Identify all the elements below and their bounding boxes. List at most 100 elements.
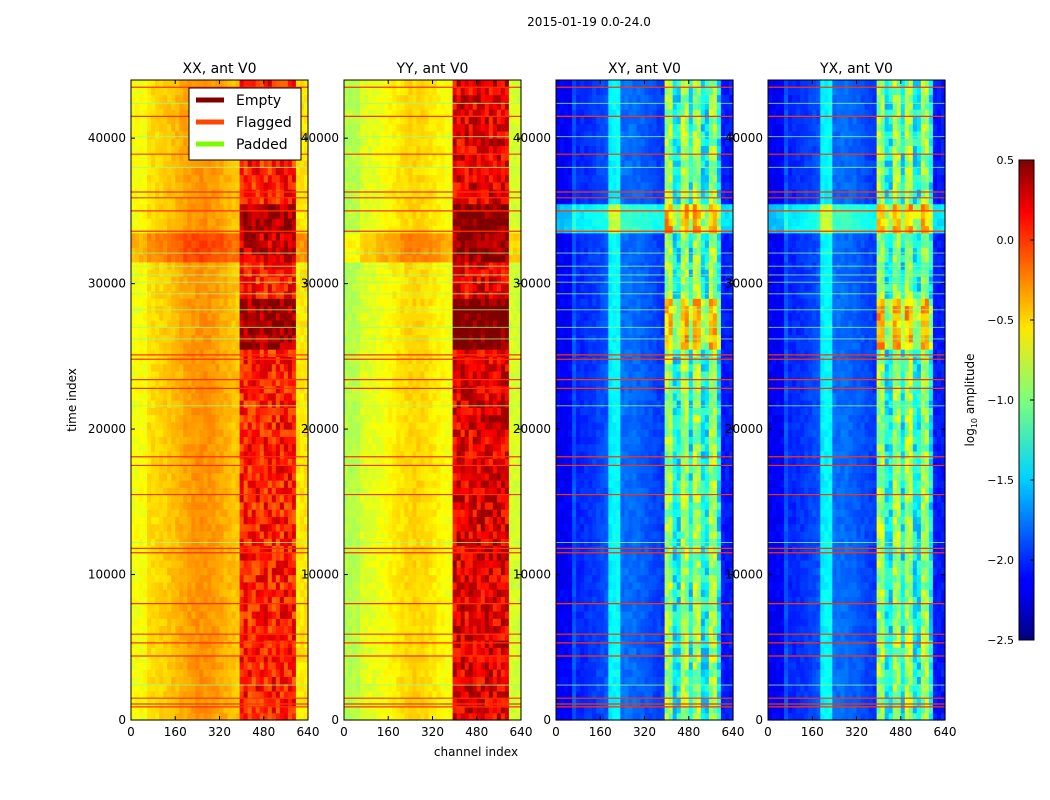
heatmap-cell [295, 501, 301, 510]
heatmap-cell [255, 320, 261, 328]
heatmap-cell [211, 356, 217, 365]
heatmap-cell [303, 130, 309, 139]
heatmap-cell [291, 218, 297, 227]
heatmap-cell [299, 283, 305, 292]
heatmap-cell [496, 683, 502, 692]
heatmap-cell [279, 240, 285, 248]
heatmap-cell [251, 596, 257, 605]
heatmap-cell [432, 676, 438, 685]
heatmap-cell [159, 349, 164, 357]
heatmap-cell [251, 385, 257, 394]
heatmap-cell [291, 509, 297, 517]
heatmap-cell [496, 640, 502, 648]
heatmap-cell [199, 610, 205, 619]
heatmap-cell [460, 567, 466, 576]
heatmap-cell [143, 647, 148, 656]
heatmap-cell [251, 683, 257, 692]
heatmap-cell [287, 661, 293, 670]
heatmap-cell [231, 349, 237, 357]
heatmap-cell [283, 603, 289, 612]
heatmap-cell [388, 610, 393, 619]
heatmap-cell [436, 640, 442, 648]
heatmap-cell [428, 574, 434, 583]
heatmap-cell [219, 640, 225, 648]
heatmap-cell [139, 545, 144, 554]
heatmap-cell [247, 225, 253, 234]
heatmap-cell [259, 450, 265, 459]
heatmap-cell [203, 160, 209, 168]
heatmap-cell [235, 421, 241, 430]
heatmap-cell [360, 603, 365, 612]
heatmap-cell [147, 480, 152, 488]
heatmap-cell [303, 676, 309, 685]
heatmap-cell [191, 392, 196, 401]
heatmap-cell [436, 596, 442, 605]
heatmap-cell [151, 574, 156, 583]
heatmap-cell [295, 610, 301, 619]
heatmap-cell [143, 378, 148, 387]
heatmap-cell [356, 654, 361, 663]
heatmap-cell [187, 349, 192, 357]
heatmap-cell [239, 312, 245, 321]
heatmap-cell [171, 669, 176, 677]
heatmap-cell [468, 647, 474, 656]
heatmap-cell [271, 560, 277, 568]
heatmap-cell [364, 698, 369, 707]
heatmap-cell [159, 290, 164, 299]
heatmap-cell [203, 501, 209, 510]
heatmap-cell [516, 690, 522, 699]
heatmap-cell [199, 545, 205, 554]
heatmap-cell [151, 341, 156, 350]
heatmap-cell [139, 407, 144, 416]
heatmap-cell [131, 560, 136, 568]
heatmap-cell [151, 596, 156, 605]
heatmap-cell [283, 618, 289, 627]
heatmap-cell [223, 443, 229, 452]
heatmap-cell [227, 567, 233, 576]
heatmap-cell [223, 581, 229, 590]
heatmap-cell [215, 669, 221, 677]
heatmap-cell [291, 450, 297, 459]
heatmap-cell [163, 436, 168, 445]
heatmap-cell [227, 465, 233, 474]
heatmap-cell [259, 392, 265, 401]
heatmap-cell [227, 560, 233, 568]
heatmap-cell [203, 240, 209, 248]
x-tick-label: 0 [127, 725, 135, 739]
heatmap-cell [163, 167, 168, 176]
heatmap-cell [299, 378, 305, 387]
heatmap-cell [167, 487, 172, 496]
heatmap-cell [283, 632, 289, 641]
heatmap-cell [271, 167, 277, 176]
heatmap-cell [428, 698, 434, 707]
heatmap-cell [239, 167, 245, 176]
heatmap-cell [303, 290, 309, 299]
heatmap-cell [243, 552, 249, 561]
heatmap-cell [259, 683, 265, 692]
heatmap-cell [488, 560, 494, 568]
heatmap-cell [155, 603, 160, 612]
heatmap-cell [135, 698, 140, 707]
heatmap-cell [187, 712, 192, 721]
heatmap-cell [207, 574, 213, 583]
heatmap-cell [143, 167, 148, 176]
heatmap-cell [239, 225, 245, 234]
heatmap-cell [227, 378, 233, 387]
heatmap-cell [508, 712, 514, 721]
heatmap-cell [235, 189, 241, 197]
heatmap-cell [303, 247, 309, 256]
heatmap-cell [412, 705, 418, 714]
heatmap-cell [468, 669, 474, 677]
heatmap-cell [235, 654, 241, 663]
heatmap-cell [287, 174, 293, 183]
heatmap-cell [412, 618, 418, 627]
heatmap-cell [179, 181, 184, 190]
heatmap-cell [219, 618, 225, 627]
heatmap-cell [472, 560, 478, 568]
heatmap-cell [287, 487, 293, 496]
heatmap-cell [179, 610, 184, 619]
heatmap-cell [227, 443, 233, 452]
heatmap-cell [223, 618, 229, 627]
heatmap-cell [183, 436, 188, 445]
heatmap-cell [147, 465, 152, 474]
